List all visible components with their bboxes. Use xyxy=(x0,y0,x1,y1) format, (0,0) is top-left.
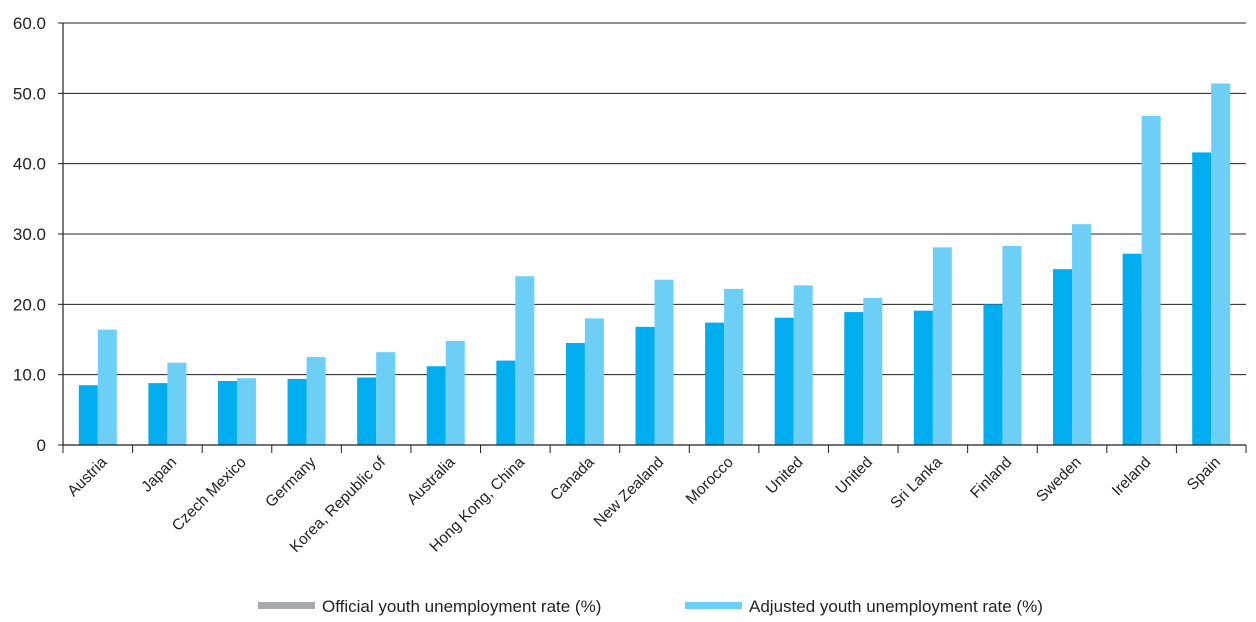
y-axis-ticks: 0 10.0 20.0 30.0 40.0 50.0 60.0 xyxy=(13,14,63,455)
bar-adjusted xyxy=(724,288,744,445)
y-tick-label: 10.0 xyxy=(13,366,46,385)
gridlines xyxy=(63,22,1246,376)
bar-official xyxy=(426,366,446,445)
bar-official xyxy=(1192,152,1212,445)
bars xyxy=(78,83,1231,445)
x-tick-label: Canada xyxy=(547,454,598,505)
y-tick-label: 40.0 xyxy=(13,155,46,174)
x-tick-label: Australia xyxy=(404,454,459,509)
legend-label-adjusted: Adjusted youth unemployment rate (%) xyxy=(749,597,1043,616)
bar-official xyxy=(148,383,168,445)
legend-swatch-official xyxy=(258,602,315,609)
bar-adjusted xyxy=(584,318,604,445)
bar-official xyxy=(565,343,585,445)
bar-official xyxy=(844,312,864,445)
bar-adjusted xyxy=(306,357,326,445)
x-tick-label: Sri Lanka xyxy=(887,454,946,513)
bar-official xyxy=(913,310,933,445)
y-tick-label: 50.0 xyxy=(13,84,46,103)
x-tick-label: Finland xyxy=(967,454,1015,502)
bar-official xyxy=(1053,269,1073,445)
x-tick-label: Japan xyxy=(138,454,180,496)
legend-label-official: Official youth unemployment rate (%) xyxy=(322,597,601,616)
y-tick-label: 60.0 xyxy=(13,14,46,33)
bar-adjusted xyxy=(654,279,674,445)
bar-official xyxy=(217,380,237,445)
bar-adjusted xyxy=(793,285,813,445)
bar-adjusted xyxy=(1211,83,1231,445)
x-tick-label: New Zealand xyxy=(591,454,668,531)
bar-official xyxy=(774,317,794,445)
bar-official xyxy=(705,322,725,445)
bar-adjusted xyxy=(445,340,465,445)
bar-adjusted xyxy=(515,276,535,445)
x-tick-label: Austria xyxy=(64,454,110,500)
legend-swatch-adjusted xyxy=(685,602,742,609)
bar-official xyxy=(983,304,1003,445)
y-tick-label: 30.0 xyxy=(13,225,46,244)
bar-adjusted xyxy=(1072,224,1092,445)
x-tick-label: United xyxy=(763,454,807,498)
bar-adjusted xyxy=(863,298,883,445)
x-tick-label: Morocco xyxy=(683,454,737,508)
x-tick-label: Czech Mexico xyxy=(169,454,250,535)
bar-adjusted xyxy=(932,247,952,445)
y-tick-label: 0 xyxy=(37,436,46,455)
bar-adjusted xyxy=(1002,245,1022,445)
x-tick-label: Sweden xyxy=(1033,454,1085,506)
bar-adjusted xyxy=(236,378,256,445)
bar-adjusted xyxy=(1141,115,1161,445)
x-tick-label: Germany xyxy=(262,454,319,511)
y-tick-label: 20.0 xyxy=(13,295,46,314)
x-tick-label: Ireland xyxy=(1109,454,1155,500)
bar-adjusted xyxy=(97,329,117,445)
bar-adjusted xyxy=(376,352,396,445)
bar-official xyxy=(496,360,516,445)
bar-adjusted xyxy=(167,362,187,445)
x-tick-label: United xyxy=(832,454,876,498)
bar-official xyxy=(635,326,655,445)
x-tick-label: Spain xyxy=(1184,454,1224,494)
bar-official xyxy=(78,385,98,445)
bar-official xyxy=(287,378,307,445)
legend: Official youth unemployment rate (%) Adj… xyxy=(258,597,1043,616)
bar-official xyxy=(357,377,377,445)
bar-official xyxy=(1122,253,1142,445)
